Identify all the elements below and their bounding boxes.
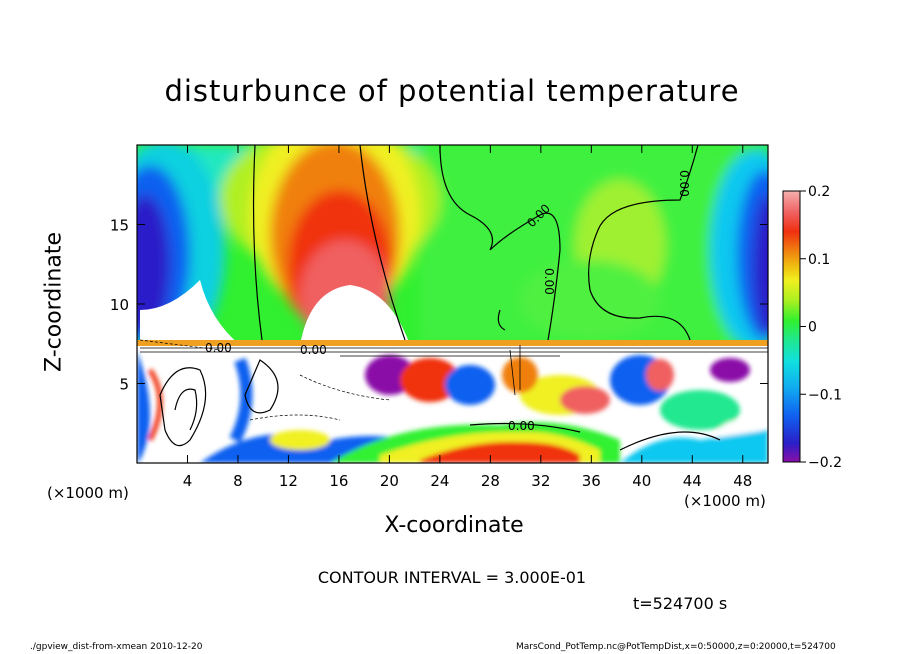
contour-label: 0.00 <box>508 419 535 433</box>
chart-title: disturbunce of potential temperature <box>164 74 740 108</box>
x-tick-label: 36 <box>582 472 601 490</box>
x-tick-label: 20 <box>380 472 399 490</box>
x-tick-label: 40 <box>632 472 651 490</box>
x-tick-label: 48 <box>733 472 752 490</box>
x-tick-label: 44 <box>683 472 702 490</box>
contour-label: 0.00 <box>542 268 556 295</box>
heatmap-field <box>137 145 768 463</box>
x-tick-label: 24 <box>430 472 449 490</box>
x-tick-label: 28 <box>481 472 500 490</box>
x-axis-unit-right: (×1000 m) <box>684 492 766 510</box>
y-tick-label: 15 <box>110 217 129 235</box>
y-axis: 5 10 15 <box>110 217 768 394</box>
footer-left: ./gpview_dist-from-xmean 2010-12-20 <box>30 642 203 652</box>
colorbar-tick-label: 0 <box>808 320 817 336</box>
x-axis-unit-left: (×1000 m) <box>47 484 129 502</box>
colorbar-tick-label: 0.1 <box>808 252 830 268</box>
time-label: t=524700 s <box>633 594 728 613</box>
x-tick-label: 4 <box>183 472 193 490</box>
x-tick-label: 8 <box>233 472 243 490</box>
x-tick-label: 32 <box>531 472 550 490</box>
contour-interval-text: CONTOUR INTERVAL = 3.000E-01 <box>317 568 587 587</box>
contour-label: 0.00 <box>205 341 232 355</box>
colorbar <box>782 190 801 463</box>
y-axis-label: Z-coordinate <box>41 232 67 372</box>
contour-label: 0.00 <box>300 343 327 357</box>
x-axis: 4 8 12 16 20 24 28 32 36 40 44 48 <box>183 145 752 490</box>
colorbar-tick-label: −0.2 <box>808 455 842 471</box>
contour-label: 0.00 <box>677 170 691 197</box>
x-tick-label: 16 <box>329 472 348 490</box>
x-axis-label: X-coordinate <box>384 513 524 538</box>
footer-right: MarsCond_PotTemp.nc@PotTempDist,x=0:5000… <box>516 642 836 652</box>
colorbar-tick-label: 0.2 <box>808 184 830 200</box>
y-tick-label: 10 <box>110 296 129 314</box>
colorbar-ticks: 0.2 0.1 0 −0.1 −0.2 <box>800 184 842 471</box>
colorbar-tick-label: −0.1 <box>808 387 842 403</box>
y-tick-label: 5 <box>119 376 129 394</box>
x-tick-label: 12 <box>279 472 298 490</box>
